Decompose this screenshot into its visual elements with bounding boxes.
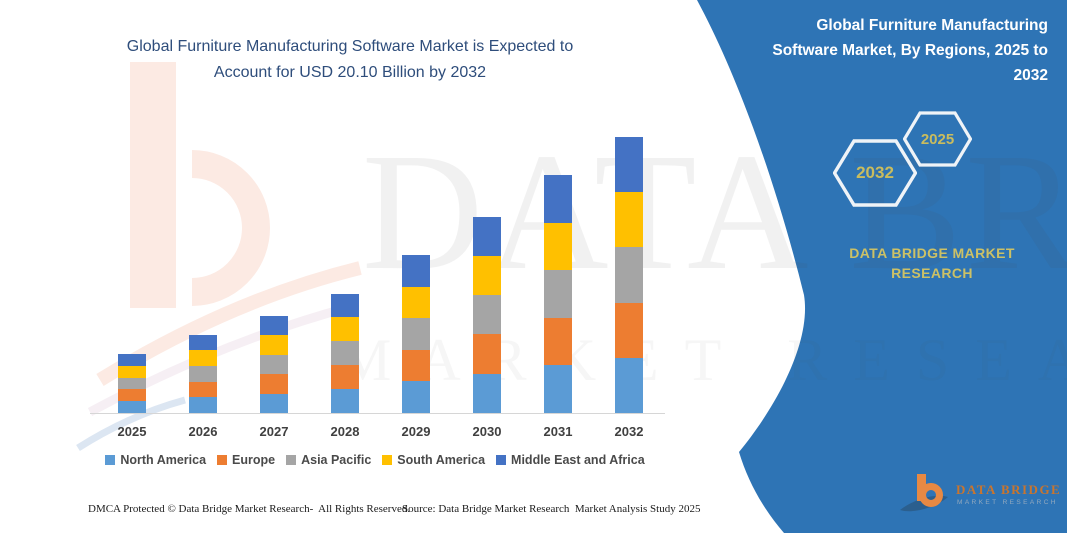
bar-segment-europe-2026	[189, 381, 217, 398]
side-panel-polygon	[697, 0, 1067, 533]
bar-segment-south-america-2027	[260, 335, 288, 355]
bar-segment-europe-2032	[615, 302, 643, 358]
chart-legend: North America Europe Asia Pacific South Ame…	[70, 453, 680, 467]
bar-segment-europe-2031	[544, 317, 572, 366]
bar-segment-asia-pacific-2029	[402, 318, 430, 350]
legend-item-europe: Europe	[217, 453, 275, 467]
legend-label-middle-east-and-africa: Middle East and Africa	[511, 453, 645, 467]
legend-label-north-america: North America	[120, 453, 207, 467]
x-axis-label-2027: 2027	[259, 424, 289, 439]
bar-2029	[402, 255, 430, 413]
legend-item-middle-east-and-africa: Middle East and Africa	[496, 453, 645, 467]
bar-segment-europe-2029	[402, 349, 430, 382]
bar-segment-north-america-2025	[118, 401, 146, 413]
legend-swatch-europe	[217, 455, 228, 465]
x-axis-label-2026: 2026	[188, 424, 218, 439]
legend-label-asia-pacific: Asia Pacific	[301, 453, 372, 467]
chart-title: Global Furniture Manufacturing Software …	[60, 34, 640, 86]
x-axis-label-2030: 2030	[472, 424, 502, 439]
legend-swatch-asia-pacific	[286, 455, 297, 465]
x-axis-label-2032: 2032	[614, 424, 644, 439]
bar-2032	[615, 137, 643, 413]
bar-2025	[118, 354, 146, 413]
watermark-b-stem	[130, 62, 176, 308]
bar-segment-middle-east-and-africa-2032	[615, 137, 643, 193]
x-axis-label-2031: 2031	[543, 424, 573, 439]
bar-segment-asia-pacific-2031	[544, 270, 572, 318]
chart-title-line2: Account for USD 20.10 Billion by 2032	[213, 64, 487, 81]
bar-segment-europe-2028	[331, 365, 359, 390]
bar-segment-asia-pacific-2028	[331, 341, 359, 366]
bar-segment-middle-east-and-africa-2029	[402, 255, 430, 287]
watermark-swoosh-blue	[76, 396, 186, 451]
bar-segment-north-america-2031	[544, 365, 572, 413]
bar-segment-middle-east-and-africa-2027	[260, 315, 288, 336]
watermark-tagline-text: MARKET RESEARCH	[338, 327, 1067, 393]
bar-2031	[544, 175, 572, 413]
bar-2027	[260, 315, 288, 413]
chart-title-line1: Global Furniture Manufacturing Software …	[126, 38, 574, 55]
legend-swatch-north-america	[105, 455, 116, 465]
legend-item-south-america: South America	[382, 453, 485, 467]
bar-segment-north-america-2029	[402, 381, 430, 413]
bar-segment-south-america-2026	[189, 350, 217, 367]
bar-segment-asia-pacific-2025	[118, 377, 146, 390]
bar-segment-middle-east-and-africa-2025	[118, 354, 146, 366]
bar-segment-north-america-2030	[473, 373, 501, 413]
bar-segment-north-america-2026	[189, 397, 217, 413]
bar-segment-south-america-2032	[615, 192, 643, 248]
bar-segment-south-america-2028	[331, 317, 359, 342]
x-axis-label-2028: 2028	[330, 424, 360, 439]
bar-segment-europe-2025	[118, 389, 146, 402]
bar-segment-middle-east-and-africa-2030	[473, 216, 501, 256]
bar-segment-middle-east-and-africa-2026	[189, 334, 217, 351]
x-axis-label-2029: 2029	[401, 424, 431, 439]
bar-segment-asia-pacific-2030	[473, 295, 501, 335]
bar-segment-asia-pacific-2026	[189, 366, 217, 382]
bar-segment-middle-east-and-africa-2028	[331, 293, 359, 318]
bar-segment-asia-pacific-2027	[260, 354, 288, 375]
bar-segment-europe-2027	[260, 374, 288, 394]
bar-2030	[473, 216, 501, 413]
legend-label-europe: Europe	[232, 453, 276, 467]
bar-2026	[189, 334, 217, 413]
bar-segment-south-america-2025	[118, 365, 146, 378]
bar-segment-south-america-2029	[402, 286, 430, 319]
bar-segment-south-america-2031	[544, 222, 572, 271]
x-axis-line	[90, 413, 665, 414]
watermark-b-bowl	[191, 150, 270, 306]
legend-item-asia-pacific: Asia Pacific	[286, 453, 371, 467]
bar-segment-middle-east-and-africa-2031	[544, 175, 572, 223]
legend-label-south-america: South America	[397, 453, 486, 467]
legend-swatch-middle-east-and-africa	[496, 455, 507, 465]
bar-segment-north-america-2028	[331, 389, 359, 413]
bar-segment-north-america-2032	[615, 357, 643, 413]
bar-segment-north-america-2027	[260, 393, 288, 413]
bar-segment-europe-2030	[473, 334, 501, 374]
legend-item-north-america: North America	[105, 453, 206, 467]
bar-2028	[331, 293, 359, 413]
bar-segment-south-america-2030	[473, 255, 501, 296]
bar-segment-asia-pacific-2032	[615, 247, 643, 303]
legend-swatch-south-america	[382, 455, 393, 465]
x-axis-label-2025: 2025	[117, 424, 147, 439]
